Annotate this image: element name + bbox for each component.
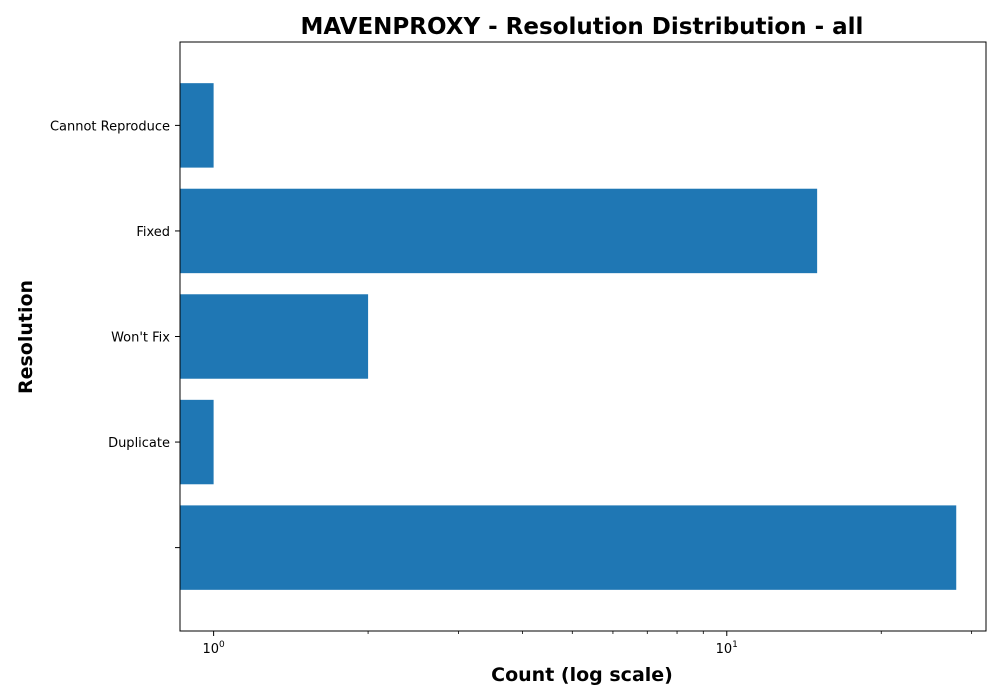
bar-1 <box>180 399 214 485</box>
x-tick-label-base-1: 10 <box>716 642 733 657</box>
y-axis-ticks: Duplicate Won't Fix Fixed Cannot Reproduce <box>50 119 180 549</box>
bar-3 <box>180 188 818 274</box>
y-axis-label: Resolution <box>15 280 37 394</box>
x-axis-label: Count (log scale) <box>491 664 673 686</box>
bars-group <box>180 83 957 590</box>
x-tick-label-1: 101 <box>716 640 738 657</box>
x-tick-label-0: 100 <box>202 640 225 657</box>
y-tick-label-1: Duplicate <box>108 436 170 451</box>
bar-0 <box>180 505 957 590</box>
x-tick-label-base-0: 10 <box>202 642 219 657</box>
x-tick-label-exp-0: 0 <box>219 640 225 650</box>
y-tick-label-3: Fixed <box>136 225 170 240</box>
y-tick-label-2: Won't Fix <box>111 331 170 346</box>
x-axis-ticks: 100 101 <box>202 631 973 657</box>
bar-2 <box>180 294 369 379</box>
y-tick-label-4: Cannot Reproduce <box>50 119 170 134</box>
x-tick-label-exp-1: 1 <box>732 640 738 650</box>
chart-title: MAVENPROXY - Resolution Distribution - a… <box>301 14 864 40</box>
bar-4 <box>180 83 214 168</box>
